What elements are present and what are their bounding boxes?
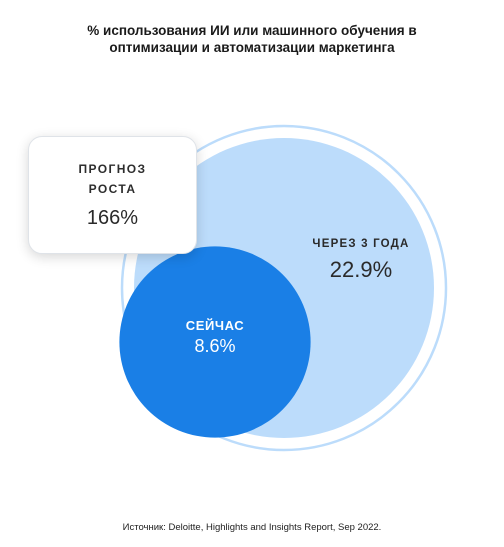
growth-forecast-caption-line-1: ПРОГНОЗ xyxy=(79,162,147,176)
now-label-name: СЕЙЧАС xyxy=(160,318,270,333)
future-label-name: ЧЕРЕЗ 3 ГОДА xyxy=(286,238,436,250)
now-label: СЕЙЧАС 8.6% xyxy=(160,318,270,357)
future-label: ЧЕРЕЗ 3 ГОДА 22.9% xyxy=(286,238,436,283)
growth-forecast-card: ПРОГНОЗ РОСТА 166% xyxy=(28,136,197,254)
growth-forecast-caption: ПРОГНОЗ РОСТА xyxy=(29,159,196,199)
source-note: Источник: Deloitte, Highlights and Insig… xyxy=(0,522,504,533)
growth-forecast-caption-line-2: РОСТА xyxy=(89,182,137,196)
growth-forecast-value: 166% xyxy=(29,207,196,230)
future-label-value: 22.9% xyxy=(286,257,436,283)
now-label-value: 8.6% xyxy=(160,336,270,357)
